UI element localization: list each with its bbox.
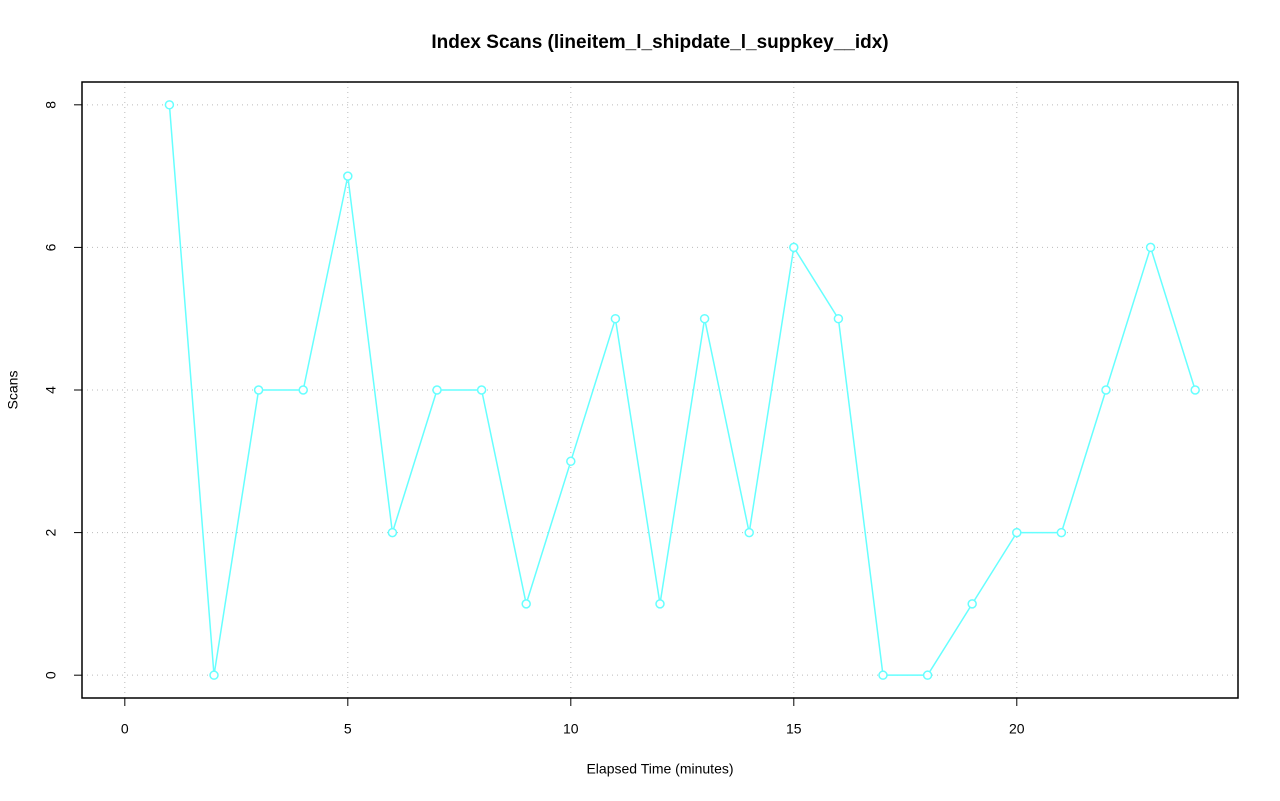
point	[253, 385, 264, 395]
point	[967, 599, 977, 609]
y-tick-label: 8	[43, 101, 59, 109]
point	[833, 313, 844, 324]
point	[387, 527, 398, 538]
y-tick-label: 4	[43, 386, 59, 394]
point	[789, 242, 799, 253]
x-tick-label: 15	[786, 721, 802, 737]
x-tick-label: 10	[563, 721, 579, 737]
point	[298, 385, 308, 395]
line	[168, 104, 1196, 676]
point	[922, 670, 933, 680]
point	[744, 527, 754, 538]
x-tick-label: 20	[1009, 721, 1025, 737]
point	[1056, 527, 1067, 538]
point	[878, 670, 888, 680]
x-axis-title: Elapsed Time (minutes)	[586, 761, 733, 777]
y-tick-label: 2	[43, 528, 59, 536]
y-tick-label: 6	[43, 243, 59, 251]
point	[610, 313, 621, 324]
point	[566, 456, 576, 467]
point	[1145, 242, 1156, 253]
point	[655, 599, 665, 609]
chart-title: Index Scans (lineitem_l_shipdate_l_suppk…	[431, 32, 888, 53]
y-tick-label: 0	[43, 671, 59, 679]
point	[1190, 385, 1200, 395]
point	[699, 313, 710, 324]
plot	[164, 100, 1200, 680]
point	[521, 599, 531, 609]
x-tick-label: 0	[121, 721, 129, 737]
point	[164, 100, 175, 110]
point	[432, 385, 442, 395]
point	[343, 171, 353, 181]
point	[1012, 527, 1022, 538]
x-tick-label: 5	[344, 721, 352, 737]
y-axis-title: Scans	[5, 371, 21, 410]
point	[1101, 385, 1111, 395]
point	[476, 385, 487, 395]
point	[209, 670, 219, 680]
